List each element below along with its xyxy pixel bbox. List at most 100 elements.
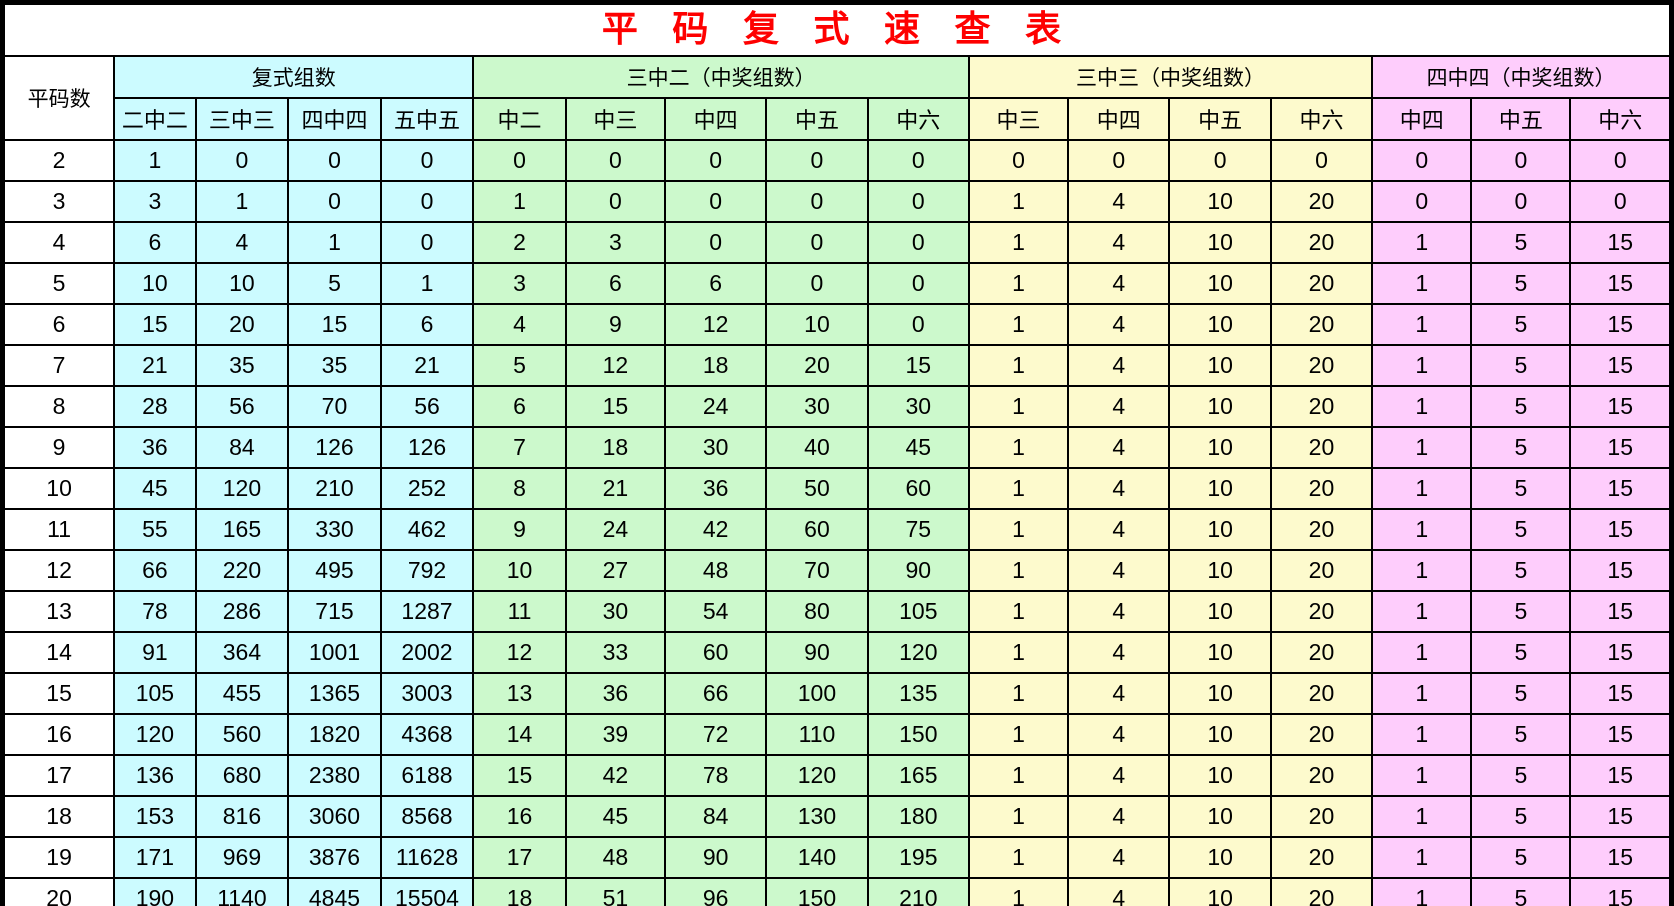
cell-s3z2-z3: 51: [564, 877, 666, 906]
cell-s3z3-z6: 20: [1269, 590, 1374, 633]
cell-fushi-4z4: 1820: [287, 713, 382, 756]
cell-fushi-5z5: 8568: [379, 795, 475, 838]
cell-s3z2-z6: 0: [866, 262, 970, 305]
cell-s4z4-z6: 15: [1569, 385, 1671, 428]
cell-s3z2-z5: 100: [765, 672, 869, 715]
cell-s3z2-z4: 0: [663, 139, 768, 182]
cell-s3z3-z4: 4: [1067, 385, 1171, 428]
cell-s3z3-z3: 1: [967, 426, 1070, 469]
cell-fushi-5z5: 0: [379, 180, 475, 223]
cell-s3z2-z6: 150: [866, 713, 970, 756]
cell-s3z2-z6: 135: [866, 672, 970, 715]
cell-s3z3-z3: 1: [967, 795, 1070, 838]
cell-fushi-5z5: 4368: [379, 713, 475, 756]
cell-fushi-4z4: 4845: [287, 877, 382, 906]
cell-s4z4-z5: 5: [1470, 631, 1572, 674]
cell-s3z2-z6: 105: [866, 590, 970, 633]
cell-fushi-4z4: 1365: [287, 672, 382, 715]
cell-s3z2-z5: 40: [765, 426, 869, 469]
cell-s4z4-z6: 15: [1569, 713, 1671, 756]
table-row: 20 190 1140 4845 15504 18 51 96 150 210 1 4 10 20 1 5 15: [2, 877, 1671, 906]
cell-fushi-4z4: 70: [287, 385, 382, 428]
cell-s3z2-z2: 2: [472, 221, 567, 264]
cell-pingma-count: 8: [2, 385, 116, 428]
cell-s3z2-z6: 90: [866, 549, 970, 592]
cell-s3z2-z5: 50: [765, 467, 869, 510]
cell-s3z2-z2: 0: [472, 139, 567, 182]
cell-s4z4-z5: 5: [1470, 303, 1572, 346]
group-header-fushi: 复式组数: [113, 55, 475, 99]
cell-s3z3-z4: 4: [1067, 508, 1171, 551]
cell-pingma-count: 5: [2, 262, 116, 305]
cell-fushi-5z5: 11628: [379, 836, 475, 879]
cell-s3z2-z6: 120: [866, 631, 970, 674]
table-row: 3 3 1 0 0 1 0 0 0 0 1 4 10 20 0 0 0: [2, 180, 1671, 223]
cell-s3z3-z3: 1: [967, 508, 1070, 551]
col-header-sanzhongsan-0: 中三: [967, 97, 1070, 141]
cell-s3z3-z4: 4: [1067, 467, 1171, 510]
cell-s3z2-z5: 0: [765, 139, 869, 182]
cell-s3z3-z5: 10: [1168, 385, 1272, 428]
cell-s3z2-z4: 30: [663, 426, 768, 469]
col-header-sanzhonger-4: 中六: [866, 97, 970, 141]
cell-s3z3-z4: 4: [1067, 631, 1171, 674]
cell-s4z4-z6: 15: [1569, 877, 1671, 906]
cell-fushi-4z4: 210: [287, 467, 382, 510]
cell-fushi-4z4: 1: [287, 221, 382, 264]
cell-s3z2-z4: 78: [663, 754, 768, 797]
cell-s3z2-z6: 75: [866, 508, 970, 551]
cell-s4z4-z5: 5: [1470, 590, 1572, 633]
cell-fushi-2z2: 153: [113, 795, 197, 838]
cell-s3z2-z5: 150: [765, 877, 869, 906]
cell-fushi-3z3: 286: [194, 590, 290, 633]
cell-s3z3-z4: 4: [1067, 877, 1171, 906]
cell-s3z2-z3: 45: [564, 795, 666, 838]
cell-s3z3-z4: 4: [1067, 303, 1171, 346]
cell-s3z3-z6: 20: [1269, 631, 1374, 674]
cell-s4z4-z5: 0: [1470, 139, 1572, 182]
cell-fushi-3z3: 56: [194, 385, 290, 428]
cell-s4z4-z4: 1: [1371, 344, 1473, 387]
cell-s4z4-z6: 15: [1569, 303, 1671, 346]
cell-s3z2-z5: 130: [765, 795, 869, 838]
cell-s3z3-z5: 0: [1168, 139, 1272, 182]
cell-fushi-3z3: 120: [194, 467, 290, 510]
cell-s4z4-z4: 1: [1371, 221, 1473, 264]
cell-fushi-5z5: 15504: [379, 877, 475, 906]
cell-s4z4-z5: 0: [1470, 180, 1572, 223]
cell-pingma-count: 11: [2, 508, 116, 551]
cell-s3z3-z3: 1: [967, 836, 1070, 879]
cell-fushi-3z3: 816: [194, 795, 290, 838]
cell-fushi-5z5: 2002: [379, 631, 475, 674]
cell-s4z4-z5: 5: [1470, 508, 1572, 551]
table-row: 16 120 560 1820 4368 14 39 72 110 150 1 4 10 20 1 5 15: [2, 713, 1671, 756]
cell-fushi-4z4: 0: [287, 139, 382, 182]
cell-s3z3-z6: 20: [1269, 303, 1374, 346]
cell-s3z3-z5: 10: [1168, 549, 1272, 592]
cell-s4z4-z6: 0: [1569, 180, 1671, 223]
cell-s3z2-z2: 13: [472, 672, 567, 715]
cell-fushi-2z2: 136: [113, 754, 197, 797]
cell-pingma-count: 2: [2, 139, 116, 182]
cell-pingma-count: 7: [2, 344, 116, 387]
cell-s3z2-z6: 15: [866, 344, 970, 387]
cell-s3z3-z3: 1: [967, 467, 1070, 510]
cell-s3z3-z4: 4: [1067, 672, 1171, 715]
cell-s3z2-z2: 17: [472, 836, 567, 879]
cell-s3z2-z3: 9: [564, 303, 666, 346]
cell-s3z2-z5: 90: [765, 631, 869, 674]
cell-s3z2-z4: 0: [663, 180, 768, 223]
cell-s3z2-z2: 3: [472, 262, 567, 305]
cell-s4z4-z6: 15: [1569, 344, 1671, 387]
cell-s3z2-z3: 42: [564, 754, 666, 797]
cell-s4z4-z4: 1: [1371, 508, 1473, 551]
cell-s3z3-z6: 20: [1269, 672, 1374, 715]
cell-s4z4-z6: 15: [1569, 262, 1671, 305]
cell-s4z4-z6: 15: [1569, 549, 1671, 592]
cell-s4z4-z5: 5: [1470, 385, 1572, 428]
cell-fushi-5z5: 252: [379, 467, 475, 510]
cell-s3z3-z5: 10: [1168, 508, 1272, 551]
page-title: 平 码 复 式 速 查 表: [601, 9, 1073, 50]
cell-s3z2-z5: 110: [765, 713, 869, 756]
